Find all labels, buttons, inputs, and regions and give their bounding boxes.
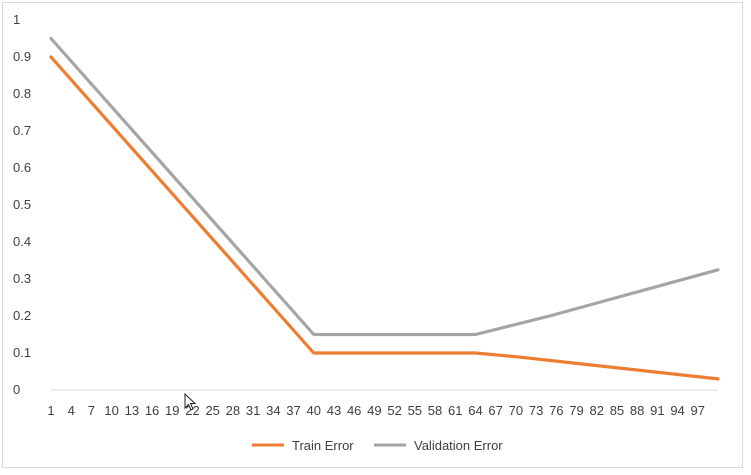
x-tick-label: 91 — [650, 403, 664, 418]
x-tick-label: 64 — [468, 403, 482, 418]
y-tick-label: 0.6 — [13, 160, 31, 175]
x-tick-label: 7 — [88, 403, 95, 418]
x-tick-label: 43 — [327, 403, 341, 418]
y-tick-label: 0.3 — [13, 271, 31, 286]
x-tick-label: 34 — [266, 403, 280, 418]
y-tick-label: 0.8 — [13, 86, 31, 101]
x-tick-label: 10 — [104, 403, 118, 418]
series-line-train-error — [49, 55, 720, 381]
x-tick-label: 70 — [509, 403, 523, 418]
y-tick-label: 0.1 — [13, 345, 31, 360]
x-tick-label: 94 — [670, 403, 684, 418]
y-tick-label: 0.9 — [13, 49, 31, 64]
y-tick-label: 0 — [13, 382, 20, 397]
x-tick-label: 37 — [286, 403, 300, 418]
x-tick-label: 4 — [68, 403, 75, 418]
x-tick-label: 85 — [610, 403, 624, 418]
series-lines — [49, 36, 720, 381]
x-tick-label: 49 — [367, 403, 381, 418]
x-tick-label: 79 — [569, 403, 583, 418]
x-tick-label: 40 — [307, 403, 321, 418]
x-tick-label: 22 — [185, 403, 199, 418]
x-tick-label: 31 — [246, 403, 260, 418]
y-tick-label: 1 — [13, 12, 20, 27]
x-tick-label: 55 — [408, 403, 422, 418]
mouse-cursor-icon — [184, 393, 196, 411]
x-tick-label: 88 — [630, 403, 644, 418]
x-tick-label: 28 — [226, 403, 240, 418]
x-tick-label: 52 — [387, 403, 401, 418]
x-tick-label: 61 — [448, 403, 462, 418]
y-tick-label: 0.7 — [13, 123, 31, 138]
legend: Train Error Validation Error — [252, 438, 503, 453]
y-tick-label: 0.5 — [13, 197, 31, 212]
x-tick-label: 16 — [145, 403, 159, 418]
series-line-validation-error — [49, 36, 720, 337]
x-tick-label: 46 — [347, 403, 361, 418]
x-tick-label: 25 — [205, 403, 219, 418]
x-tick-label: 13 — [125, 403, 139, 418]
y-tick-label: 0.4 — [13, 234, 31, 249]
x-tick-label: 76 — [549, 403, 563, 418]
x-axis: 1 4 7 10 13 16 19 22 25 28 31 34 37 40 43 46 49 52 55 58 61 6… — [47, 403, 705, 418]
x-tick-label: 82 — [589, 403, 603, 418]
x-tick-label: 1 — [47, 403, 54, 418]
y-tick-label: 0.2 — [13, 308, 31, 323]
legend-label: Validation Error — [414, 438, 503, 453]
x-tick-label: 97 — [691, 403, 705, 418]
legend-label: Train Error — [292, 438, 354, 453]
y-axis: 0 0.1 0.2 0.3 0.4 0.5 0.6 0.7 0.8 0.9 1 — [13, 12, 31, 397]
x-tick-label: 58 — [428, 403, 442, 418]
x-tick-label: 19 — [165, 403, 179, 418]
x-tick-label: 67 — [488, 403, 502, 418]
x-tick-label: 73 — [529, 403, 543, 418]
